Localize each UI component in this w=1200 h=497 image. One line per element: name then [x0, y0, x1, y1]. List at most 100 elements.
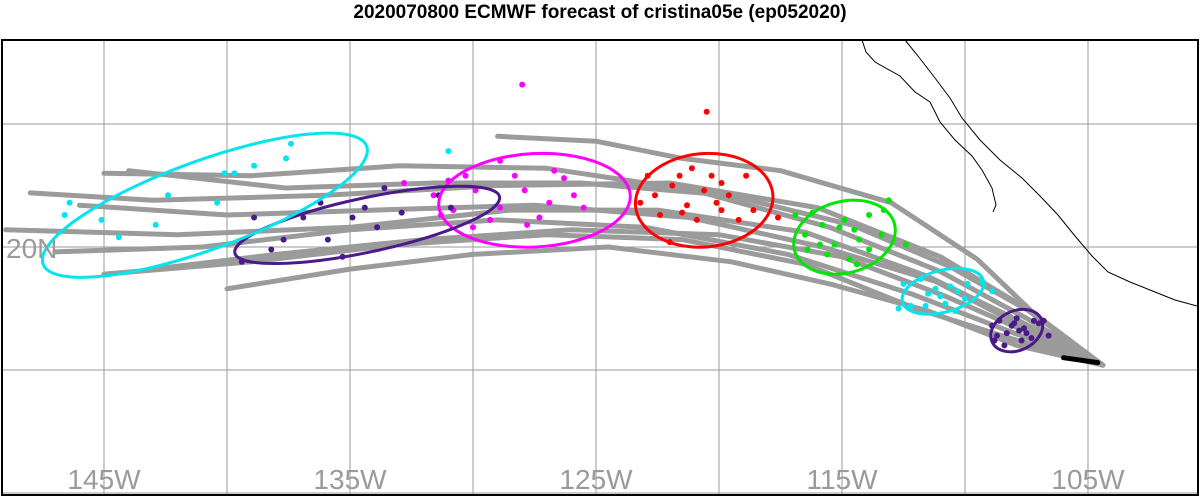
member-dot [693, 216, 700, 223]
member-dot [994, 332, 1000, 339]
member-dot [447, 204, 454, 211]
member-dot [895, 305, 902, 312]
member-dot [718, 180, 725, 186]
lon-label-145w: 145W [67, 464, 141, 495]
axis-labels: 145W 135W 125W 115W 105W 20N [6, 233, 1125, 495]
initial-position-marker [1060, 355, 1101, 366]
member-dot [831, 241, 838, 248]
lat-label-20n: 20N [6, 233, 57, 264]
member-dot [942, 300, 949, 307]
uncertainty-ellipses [40, 131, 1045, 354]
member-dot [251, 214, 258, 221]
member-dot [947, 283, 954, 290]
member-dot [497, 204, 504, 211]
member-dot [1035, 320, 1042, 327]
member-dot [152, 221, 159, 228]
member-dot [866, 246, 873, 253]
member-dot [669, 182, 676, 189]
member-dot [676, 172, 683, 179]
initial-position [1060, 355, 1101, 366]
member-dot [66, 199, 73, 206]
member-dot [819, 221, 826, 228]
member-dot [487, 216, 494, 223]
member-dot [866, 212, 873, 218]
member-dot [280, 236, 287, 243]
ensemble-track [76, 202, 1106, 368]
member-dot [98, 216, 105, 223]
member-dot [1013, 315, 1020, 322]
member-dot [853, 261, 860, 268]
member-dot [214, 199, 221, 206]
member-dot [713, 199, 720, 206]
member-dot [580, 204, 587, 211]
member-dot [824, 251, 831, 258]
coastline [861, 39, 1198, 307]
member-dot [524, 221, 531, 228]
member-dot [964, 280, 971, 287]
forecast-ellipse [40, 131, 369, 279]
ensemble-track [224, 244, 1106, 368]
member-dot [521, 187, 528, 194]
member-dot [1045, 332, 1052, 339]
member-dot [688, 165, 695, 172]
member-dot [349, 214, 356, 221]
member-dot [725, 192, 732, 199]
member-dot [804, 246, 811, 253]
member-dot [570, 192, 577, 199]
member-dot [900, 280, 907, 287]
baja-coastline [861, 39, 997, 213]
member-dot [324, 236, 331, 243]
member-dot [885, 197, 892, 204]
member-dot [846, 256, 853, 263]
member-dot [1028, 335, 1035, 341]
forecast-ellipse [792, 198, 897, 276]
lon-label-125w: 125W [559, 464, 633, 495]
member-dot [1021, 325, 1027, 332]
member-dot [1001, 342, 1008, 349]
member-dot [546, 199, 553, 206]
member-dot [932, 285, 939, 292]
member-dot [1030, 317, 1037, 324]
member-dot [907, 303, 914, 309]
member-dot [954, 288, 961, 295]
member-dot [445, 148, 452, 155]
member-dot [679, 209, 686, 216]
lon-label-115w: 115W [806, 464, 878, 495]
member-dot [288, 140, 294, 147]
member-dot [657, 212, 663, 218]
member-dot [561, 175, 567, 182]
ensemble-track [495, 133, 1106, 368]
member-dot [836, 224, 843, 231]
member-dot [551, 167, 558, 174]
member-dot [398, 209, 405, 216]
member-dot [703, 108, 710, 115]
member-dot [1018, 337, 1025, 344]
member-dot [472, 187, 479, 194]
member-dot [903, 241, 909, 248]
member-dot [61, 212, 68, 218]
member-dot [300, 214, 307, 221]
member-dot [374, 224, 381, 231]
member-dot [652, 192, 658, 199]
member-dot [251, 162, 258, 169]
forecast-ellipse [900, 266, 986, 316]
ensemble-track [101, 232, 1106, 368]
map-title: 2020070800 ECMWF forecast of cristina05e… [353, 2, 847, 23]
member-dot [708, 172, 715, 179]
member-dot [381, 185, 388, 191]
forecast-ellipse [233, 184, 502, 266]
lon-label-105w: 105W [1051, 464, 1125, 495]
member-dot [361, 204, 368, 211]
member-dot [775, 214, 781, 221]
member-dot [430, 192, 437, 199]
member-dot [922, 303, 929, 309]
member-dot [221, 170, 228, 177]
member-dot [735, 216, 742, 223]
member-dot [1023, 330, 1030, 337]
member-dot [851, 226, 858, 233]
member-dot [743, 172, 750, 179]
lon-label-135w: 135W [313, 464, 387, 495]
member-dot [792, 212, 799, 218]
member-dot [878, 231, 885, 238]
